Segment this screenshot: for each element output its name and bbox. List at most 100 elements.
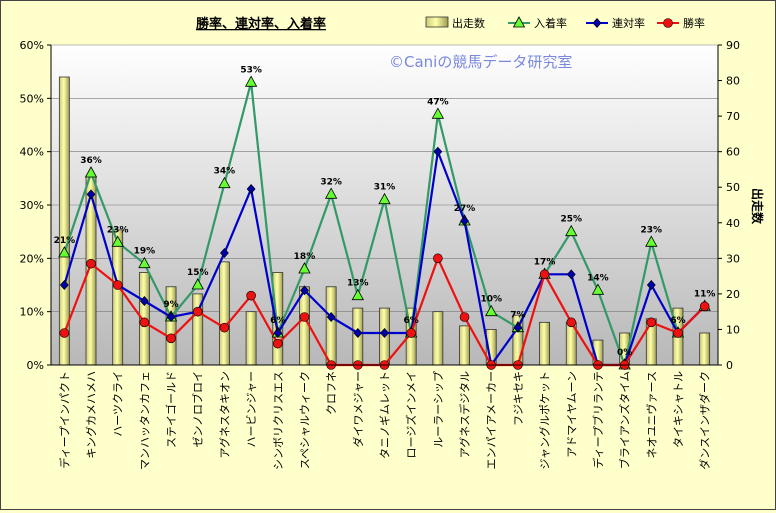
legend: 出走数 入着率 連対率 勝率 — [425, 16, 705, 30]
data-label: 21% — [54, 236, 76, 246]
point — [138, 256, 151, 269]
x-tick-label: ロージズインメイ — [404, 371, 418, 458]
y-right-tick-label: 10 — [726, 323, 740, 336]
data-label: 7% — [510, 311, 525, 321]
point — [663, 18, 673, 28]
point — [111, 235, 124, 247]
point — [699, 301, 710, 312]
data-label: 11% — [694, 289, 716, 299]
data-label: 17% — [534, 257, 556, 267]
data-label: 9% — [163, 300, 178, 310]
data-label: 27% — [454, 204, 476, 214]
y-right-tick-label: 40 — [726, 217, 740, 230]
data-label: 6% — [670, 316, 685, 326]
point — [246, 290, 256, 301]
point — [646, 280, 656, 290]
point — [298, 262, 311, 274]
data-label: 14% — [587, 273, 609, 283]
legend-label: 入着率 — [534, 16, 567, 30]
x-tick-label: クロフネ — [325, 371, 338, 415]
point — [272, 338, 283, 349]
chart-title: 勝率、連対率、入着率 — [196, 16, 326, 32]
data-label: 19% — [134, 247, 156, 257]
point — [220, 248, 229, 258]
point — [299, 312, 310, 322]
point — [324, 187, 338, 199]
data-label: 6% — [404, 316, 419, 326]
bar — [219, 261, 230, 366]
x-tick-label: エンパイアメーカー — [485, 371, 498, 469]
data-label: 6% — [270, 316, 285, 326]
point — [513, 322, 523, 333]
legend-label: 勝率 — [683, 16, 705, 30]
point — [645, 235, 658, 247]
axes: 0% 10% 20% 30% 40% 50% 60% 0 10 20 30 40 50 60 70 80 90 デ… — [20, 39, 740, 470]
bar — [325, 286, 337, 366]
legend-label: 出走数 — [452, 16, 485, 30]
point — [378, 192, 391, 205]
point — [353, 328, 363, 338]
point — [58, 246, 71, 258]
x-tick-label: アグネスデジタル — [458, 371, 472, 458]
y-right-tick-label: 70 — [726, 110, 740, 123]
x-tick-label: ジャングルポケット — [538, 371, 552, 469]
point — [246, 184, 256, 194]
y-left-tick-label: 60% — [20, 39, 44, 52]
y-left-tick-label: 0% — [27, 359, 44, 372]
point — [166, 333, 176, 344]
point — [86, 189, 96, 200]
bar — [245, 311, 257, 366]
point — [273, 328, 283, 338]
point — [565, 224, 578, 237]
point — [433, 146, 443, 157]
y-left-tick-label: 30% — [20, 199, 44, 212]
point — [406, 328, 416, 338]
data-label: 25% — [560, 215, 582, 225]
data-label: 18% — [294, 252, 316, 262]
data-label: 13% — [347, 279, 369, 289]
watermark: ©Caniの競馬データ研究室 — [389, 53, 572, 71]
y-right-tick-label: 30 — [726, 252, 740, 265]
bar — [299, 286, 310, 366]
data-label: 31% — [374, 183, 396, 193]
y-right-tick-label: 50 — [726, 181, 740, 194]
point — [59, 280, 69, 290]
point — [244, 75, 258, 87]
point — [380, 328, 389, 338]
point — [218, 176, 231, 189]
x-tick-label: マンハッタンカフェ — [138, 371, 151, 470]
data-label: 36% — [80, 156, 102, 166]
y-right-tick-label: 0 — [726, 359, 733, 372]
legend-swatch — [425, 16, 449, 28]
x-tick-label: スペシャルウィーク — [298, 371, 311, 469]
point — [84, 166, 98, 178]
point — [646, 317, 657, 328]
bar — [539, 321, 550, 366]
x-tick-label: シンボリクリスエス — [272, 371, 285, 470]
point — [592, 18, 602, 28]
bar — [699, 332, 711, 366]
point — [460, 216, 469, 226]
point — [112, 280, 123, 290]
point — [86, 258, 96, 269]
data-labels: 21% 36% 23% 19% 9% 15% 34% 53% 6% 18% 32% 13% 31% 6% 4… — [54, 65, 716, 358]
point — [673, 328, 683, 338]
point — [326, 312, 336, 322]
y-left-tick-label: 10% — [20, 306, 44, 319]
bar — [165, 286, 177, 366]
x-tick-label: タイキシャトル — [672, 371, 685, 448]
bar — [112, 229, 124, 366]
y-axis-right-label: 出走数 — [750, 188, 765, 225]
point — [166, 312, 176, 322]
point — [351, 288, 364, 301]
x-tick-label: ゼンノロブロイ — [191, 371, 205, 447]
bar — [432, 311, 444, 366]
point — [59, 328, 70, 338]
y-left-tick-label: 20% — [20, 252, 44, 265]
point — [219, 322, 230, 333]
data-label: 0% — [617, 348, 632, 358]
bar — [459, 325, 470, 366]
x-tick-label: ハーツクライ — [112, 371, 125, 437]
